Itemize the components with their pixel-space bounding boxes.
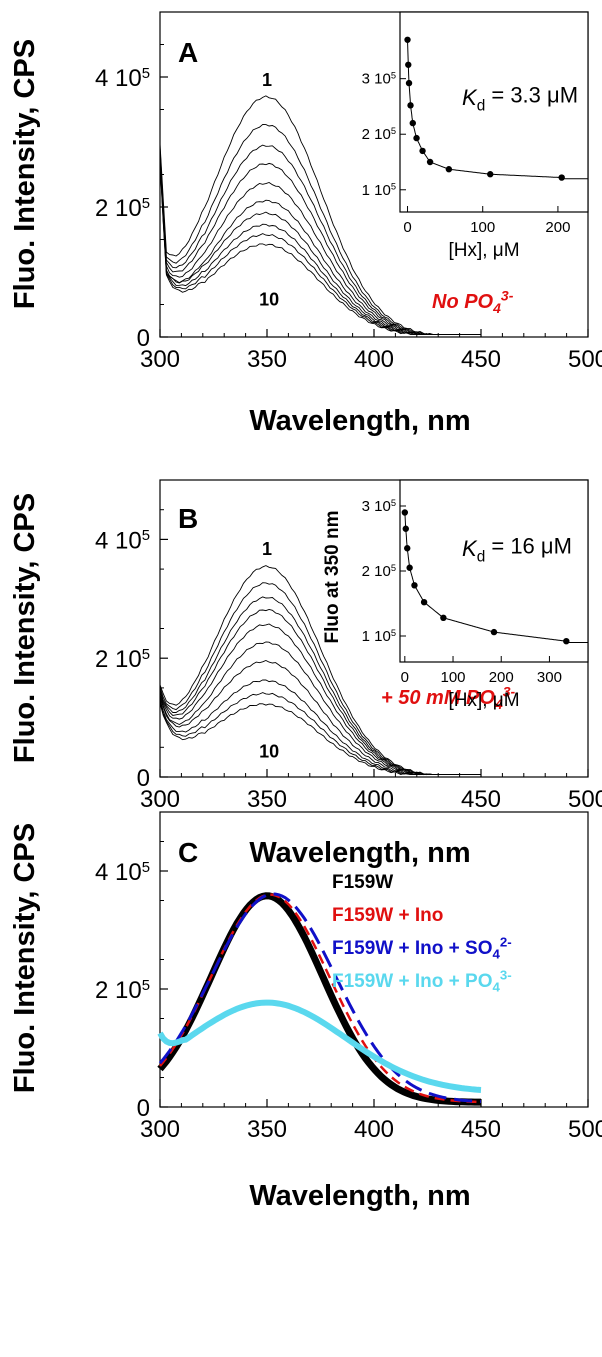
- x-axis-label: Wavelength, nm: [249, 1180, 470, 1212]
- inset-data-point: [406, 564, 413, 571]
- series-line: [157, 892, 481, 1106]
- inset-data-point: [401, 509, 409, 516]
- curve-label-first: 1: [262, 70, 272, 90]
- inset-x-tick-label: 200: [489, 669, 514, 686]
- inset-y-tick-label: 1 105: [362, 182, 396, 199]
- y-tick-label: 2 105: [95, 977, 150, 1004]
- inset-data-point: [558, 174, 565, 181]
- x-tick-label: 300: [140, 786, 180, 813]
- x-tick-label: 450: [461, 1116, 501, 1143]
- inset-B: 0 100 200 300 1 105 2 105 3 105 [Hx], μM Fluo at…: [322, 479, 589, 711]
- y-tick-label: 2 105: [95, 646, 150, 673]
- kd-label: Kd = 16 μM: [462, 534, 572, 566]
- inset-y-tick-label: 2 105: [362, 563, 396, 580]
- panel-B: 300 350 400 450 500 0 2 105 4 105 Fluo. Intensit…: [9, 479, 602, 869]
- y-tick-label: 4 105: [95, 65, 150, 92]
- series-line: [157, 999, 482, 1093]
- inset-data-point: [445, 166, 453, 173]
- inset-data-point: [409, 119, 416, 127]
- inset-data-point: [405, 79, 413, 87]
- inset-y-tick-label: 1 105: [362, 628, 396, 645]
- x-tick-label: 350: [247, 346, 287, 373]
- inset-data-point: [405, 61, 412, 68]
- panel-C: 300 350 400 450 500 0 2 105 4 105 Fluo. Intensit…: [9, 811, 602, 1212]
- inset-frame: [399, 11, 589, 213]
- panel-A: 300 350 400 450 500 0 2 105 4 105 Fluo. Intensit…: [9, 11, 602, 437]
- inset-x-label: [Hx], μM: [448, 240, 519, 261]
- y-tick-label: 0: [137, 1095, 150, 1122]
- y-tick-label: 4 105: [95, 859, 150, 886]
- x-tick-label: 400: [354, 786, 394, 813]
- inset-A: 0 100 200 1 105 2 105 3 105 [Hx], μM Kd = 3.3 μ…: [362, 11, 589, 261]
- x-tick-label: 500: [568, 1116, 602, 1143]
- inset-x-tick-label: 100: [470, 219, 495, 236]
- inset-y-tick-label: 3 105: [362, 71, 396, 88]
- spectrum-4: [159, 609, 481, 776]
- y-tick-label: 0: [137, 325, 150, 352]
- x-tick-label: 350: [247, 786, 287, 813]
- series-line: [159, 893, 481, 1104]
- y-axis-label: Fluo. Intensity, CPS: [9, 39, 41, 309]
- x-axis-label: Wavelength, nm: [249, 405, 470, 437]
- panel-letter: A: [178, 37, 198, 68]
- legend-entry: F159W: [332, 872, 393, 893]
- series-line: [158, 892, 482, 1103]
- spectrum-4: [159, 154, 481, 335]
- y-axis-label: Fluo. Intensity, CPS: [9, 823, 41, 1093]
- inset-x-tick-label: 0: [401, 669, 409, 686]
- curve-label-first: 1: [262, 539, 272, 559]
- y-tick-label: 0: [137, 765, 150, 792]
- inset-data-point: [487, 171, 494, 178]
- inset-data-point: [426, 158, 434, 166]
- inset-x-tick-label: 200: [545, 219, 570, 236]
- spectrum-10: [159, 163, 481, 335]
- x-tick-label: 300: [140, 1116, 180, 1143]
- inset-data-point: [402, 525, 409, 532]
- legend-entry: F159W + Ino: [332, 905, 443, 926]
- legend-entry: F159W + Ino + PO43-: [332, 968, 512, 995]
- inset-data-point: [490, 628, 498, 636]
- inset-data-point: [404, 36, 411, 43]
- inset-y-tick-label: 2 105: [362, 126, 396, 143]
- x-tick-label: 300: [140, 346, 180, 373]
- inset-x-tick-label: 0: [403, 219, 411, 236]
- inset-x-tick-label: 100: [441, 669, 466, 686]
- inset-y-tick-label: 3 105: [362, 498, 396, 515]
- x-tick-label: 400: [354, 1116, 394, 1143]
- condition-note: + 50 mM PO43-: [381, 683, 516, 712]
- inset-data-point: [440, 614, 447, 621]
- curve-label-last: 10: [259, 742, 279, 762]
- y-tick-label: 2 105: [95, 195, 150, 222]
- curve-label-last: 10: [259, 289, 279, 309]
- inset-x-tick-label: 300: [537, 669, 562, 686]
- x-tick-label: 500: [568, 786, 602, 813]
- panel-letter: B: [178, 503, 198, 534]
- inset-data-point: [419, 147, 426, 155]
- condition-note: No PO43-: [432, 287, 514, 316]
- legend-entry: F159W + Ino + SO42-: [332, 935, 512, 962]
- inset-data-point: [407, 102, 414, 109]
- inset-y-label: Fluo at 350 nm: [322, 510, 343, 643]
- spectrum-10: [159, 702, 481, 776]
- x-tick-label: 400: [354, 346, 394, 373]
- inset-data-point: [563, 638, 570, 645]
- kd-label: Kd = 3.3 μM: [462, 83, 578, 115]
- inset-data-point: [404, 545, 411, 552]
- x-axis-label: Wavelength, nm: [249, 837, 470, 869]
- inset-data-point: [413, 134, 420, 142]
- x-tick-label: 450: [461, 346, 501, 373]
- x-tick-label: 450: [461, 786, 501, 813]
- inset-fit-line: [407, 39, 588, 180]
- x-tick-label: 500: [568, 346, 602, 373]
- inset-data-point: [420, 599, 428, 606]
- y-tick-label: 4 105: [95, 527, 150, 554]
- panel-letter: C: [178, 837, 198, 868]
- x-tick-label: 350: [247, 1116, 287, 1143]
- y-axis-label: Fluo. Intensity, CPS: [9, 493, 41, 763]
- inset-x-label: [Hx], μM: [448, 690, 519, 711]
- inset-data-point: [411, 582, 418, 589]
